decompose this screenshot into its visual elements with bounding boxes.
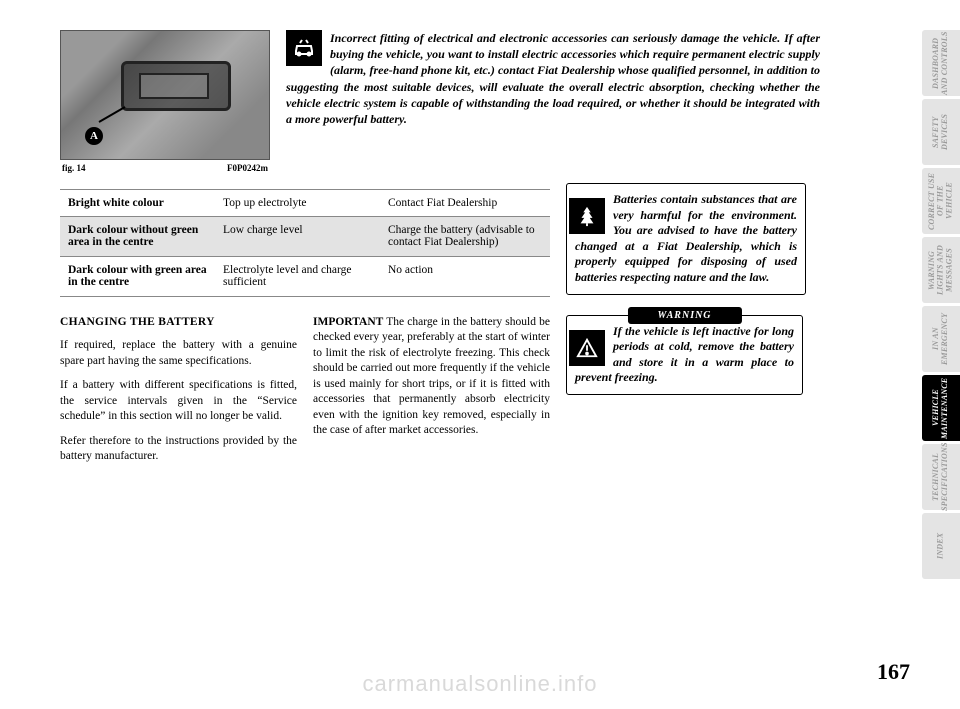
figure-code: F0P0242m bbox=[227, 163, 268, 173]
body-col-left: CHANGING THE BATTERY If required, replac… bbox=[60, 315, 297, 474]
changing-battery-p1: If required, replace the battery with a … bbox=[60, 338, 297, 369]
env-notice: Batteries contain substances that are ve… bbox=[566, 183, 806, 295]
table-row: Dark colour with green area in the centr… bbox=[60, 256, 550, 296]
table-row: Dark colour without green area in the ce… bbox=[60, 217, 550, 257]
env-notice-text: Batteries contain substances that are ve… bbox=[575, 192, 797, 284]
callout-pointer bbox=[99, 106, 126, 123]
important-text: The charge in the battery should be chec… bbox=[313, 316, 550, 437]
body-columns: CHANGING THE BATTERY If required, replac… bbox=[60, 315, 820, 474]
warning-triangle-icon bbox=[569, 330, 605, 366]
side-tab[interactable]: DASHBOARD AND CONTROLS bbox=[922, 30, 960, 96]
changing-battery-p3: Refer therefore to the instructions prov… bbox=[60, 434, 297, 465]
figure-caption: fig. 14 F0P0242m bbox=[60, 160, 270, 173]
table-cell: Bright white colour bbox=[60, 190, 215, 217]
table-cell: Low charge level bbox=[215, 217, 380, 257]
warning-header: WARNING bbox=[627, 307, 741, 324]
figure: A fig. 14 F0P0242m bbox=[60, 30, 270, 173]
body-col-right: WARNING If the vehicle is left inactive … bbox=[566, 315, 803, 474]
table-cell: No action bbox=[380, 256, 550, 296]
side-tab[interactable]: CORRECT USE OF THE VEHICLE bbox=[922, 168, 960, 234]
table-cell: Contact Fiat Dealership bbox=[380, 190, 550, 217]
side-tab[interactable]: INDEX bbox=[922, 513, 960, 579]
car-warning-icon bbox=[286, 30, 322, 66]
table-cell: Top up electrolyte bbox=[215, 190, 380, 217]
top-warning-block: Incorrect fitting of electrical and elec… bbox=[286, 30, 820, 173]
figure-number: fig. 14 bbox=[62, 163, 86, 173]
main-columns: A fig. 14 F0P0242m bbox=[60, 30, 870, 474]
tree-icon bbox=[569, 198, 605, 234]
left-block: A fig. 14 F0P0242m bbox=[60, 30, 820, 474]
table-cell: Dark colour with green area in the centr… bbox=[60, 256, 215, 296]
engine-inner-shape bbox=[139, 73, 209, 99]
indicator-table: Bright white colourTop up electrolyteCon… bbox=[60, 189, 550, 297]
changing-battery-p2: If a battery with different specificatio… bbox=[60, 378, 297, 425]
figure-image: A bbox=[60, 30, 270, 160]
warning-notice-text: If the vehicle is left inactive for long… bbox=[575, 324, 794, 385]
changing-battery-heading: CHANGING THE BATTERY bbox=[60, 315, 297, 331]
side-tab[interactable]: IN AN EMERGENCY bbox=[922, 306, 960, 372]
table-row: Bright white colourTop up electrolyteCon… bbox=[60, 190, 550, 217]
side-tab[interactable]: SAFETY DEVICES bbox=[922, 99, 960, 165]
top-warning-paragraph: Incorrect fitting of electrical and elec… bbox=[286, 30, 820, 127]
side-tabs: DASHBOARD AND CONTROLSSAFETY DEVICESCORR… bbox=[922, 30, 960, 579]
top-row: A fig. 14 F0P0242m bbox=[60, 30, 820, 173]
table-cell: Electrolyte level and charge sufficient bbox=[215, 256, 380, 296]
table-cell: Charge the battery (advisable to contact… bbox=[380, 217, 550, 257]
top-warning-text: Incorrect fitting of electrical and elec… bbox=[286, 31, 820, 126]
warning-notice: WARNING If the vehicle is left inactive … bbox=[566, 315, 803, 395]
side-tab[interactable]: WARNING LIGHTS AND MESSAGES bbox=[922, 237, 960, 303]
table-row: Bright white colourTop up electrolyteCon… bbox=[60, 183, 820, 315]
env-notice-wrap: Batteries contain substances that are ve… bbox=[566, 183, 806, 315]
page-content: A fig. 14 F0P0242m bbox=[0, 0, 870, 474]
watermark: carmanualsonline.info bbox=[0, 671, 960, 697]
table-cell: Dark colour without green area in the ce… bbox=[60, 217, 215, 257]
side-tab[interactable]: VEHICLE MAINTENANCE bbox=[922, 375, 960, 441]
callout-letter: A bbox=[85, 127, 103, 145]
important-runin: IMPORTANT bbox=[313, 316, 383, 328]
side-tab[interactable]: TECHNICAL SPECIFICATIONS bbox=[922, 444, 960, 510]
body-col-center: IMPORTANT The charge in the battery shou… bbox=[313, 315, 550, 474]
page-number: 167 bbox=[877, 659, 910, 685]
important-paragraph: IMPORTANT The charge in the battery shou… bbox=[313, 315, 550, 439]
